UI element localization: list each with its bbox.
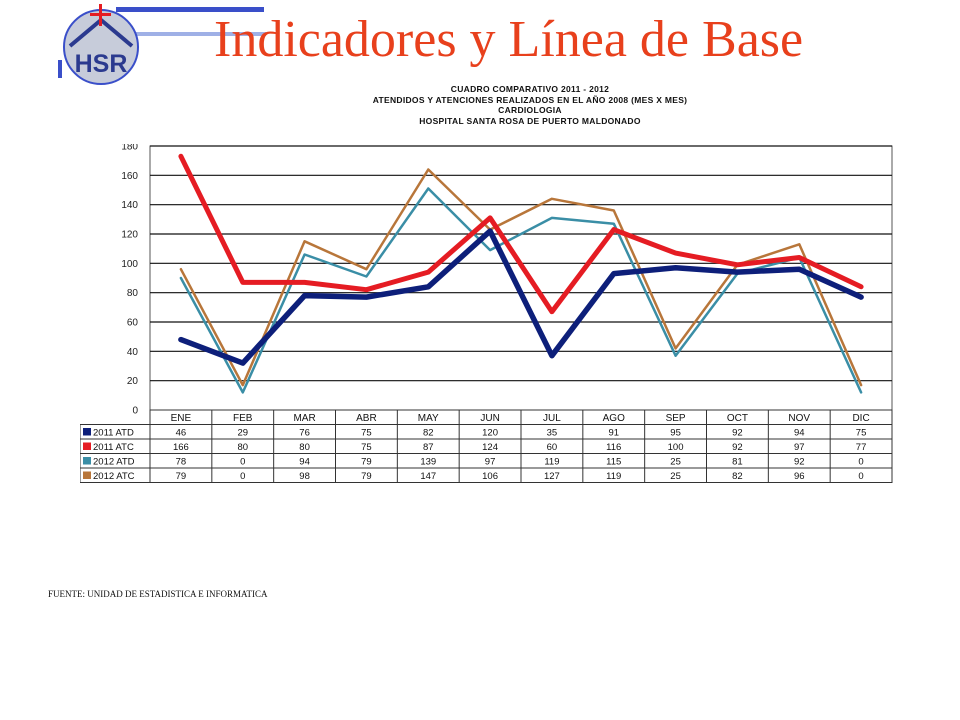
logo-text: HSR [75,50,128,78]
data-table-cell: 46 [176,428,187,439]
x-category-label: MAY [418,413,439,424]
legend-entry: 2012 ATC [93,471,135,482]
legend-entry: 2011 ATC [93,442,134,453]
chart-header-line-2: ATENDIDOS Y ATENCIONES REALIZADOS EN EL … [372,94,688,105]
data-table-cell: 98 [299,471,310,482]
data-table-cell: 139 [420,457,436,468]
data-table-cell: 77 [856,442,867,453]
data-table-cell: 96 [794,471,805,482]
data-table-cell: 29 [237,428,248,439]
data-table-cell: 75 [856,428,867,439]
data-table-cell: 80 [299,442,310,453]
data-table-cell: 0 [858,471,863,482]
data-table-cell: 78 [176,457,187,468]
y-tick-label: 0 [132,406,138,417]
logo-cross-horizontal [90,13,111,16]
data-table-cell: 147 [420,471,436,482]
data-table-cell: 0 [240,471,245,482]
data-table-cell: 94 [299,457,310,468]
data-table-cell: 75 [361,442,372,453]
x-category-label: OCT [727,413,748,424]
chart-header-line-1: CUADRO COMPARATIVO 2011 - 2012 [450,84,610,94]
data-table-cell: 25 [670,471,681,482]
data-table-cell: 79 [176,471,187,482]
y-tick-label: 140 [121,200,138,211]
line-chart-with-data-table: 0 20 40 60 80 100 120 140 160 180 ENE FEB MAR ABR MAY J… [80,144,893,483]
x-category-label: MAR [293,413,315,424]
data-table-cell: 92 [794,457,805,468]
slide-title: Indicadores y Línea de Base [214,11,804,68]
legend-swatch [83,457,91,465]
data-table-cell: 80 [237,442,248,453]
x-category-label: AGO [603,413,625,424]
y-tick-label: 120 [121,230,138,241]
x-category-label: JUL [543,413,561,424]
data-table-cell: 94 [794,428,805,439]
legend-swatch [83,471,91,479]
source-note: FUENTE: UNIDAD DE ESTADISTICA E INFORMAT… [48,589,268,599]
data-table-cell: 97 [794,442,805,453]
data-table-cell: 120 [482,428,498,439]
y-tick-label: 160 [121,171,138,182]
data-table-cell: 115 [606,457,621,468]
data-table-cell: 119 [544,457,559,468]
x-category-label: FEB [233,413,253,424]
data-table-cell: 0 [240,457,245,468]
data-table-cell: 35 [547,428,558,439]
data-table-cell: 91 [608,428,619,439]
data-table-cell: 79 [361,457,372,468]
logo-bar-mid [136,32,266,36]
y-tick-label: 180 [121,144,138,153]
series-line-2011-atc [178,153,864,315]
data-table-cell: 79 [361,471,372,482]
y-tick-label: 20 [127,376,139,387]
chart-header-line-3: CARDIOLOGIA [498,105,562,115]
data-table-cell: 60 [547,442,558,453]
y-tick-label: 80 [127,288,139,299]
hospital-logo: HSR [58,4,266,85]
chart-header: CUADRO COMPARATIVO 2011 - 2012 ATENDIDOS… [300,84,760,126]
data-table-cell: 166 [173,442,189,453]
series-line-2011-atd [178,228,864,366]
legend-swatch [83,428,91,436]
plot-area [149,145,893,411]
data-table-cell: 82 [423,428,434,439]
data-table-cell: 119 [606,471,621,482]
data-table-cell: 82 [732,471,743,482]
data-table-cell: 92 [732,428,743,439]
data-table-cell: 116 [606,442,621,453]
legend-entry: 2011 ATD [93,428,134,439]
chart-header-line-4: HOSPITAL SANTA ROSA DE PUERTO MALDONADO [419,115,641,126]
x-category-label: DIC [852,413,869,424]
data-table-cell: 75 [361,428,372,439]
data-table-cell: 87 [423,442,434,453]
data-table-cell: 106 [482,471,498,482]
y-tick-label: 100 [121,259,138,270]
data-table-cell: 81 [732,457,743,468]
logo-bar-top [116,7,264,12]
data-table-cell: 95 [670,428,681,439]
y-tick-label: 60 [127,318,139,329]
y-tick-label: 40 [127,347,139,358]
data-table-cell: 124 [482,442,498,453]
x-category-label: SEP [666,413,686,424]
data-table-cell: 97 [485,457,496,468]
data-table-cell: 100 [668,442,684,453]
data-table-cell: 92 [732,442,743,453]
legend-entry: 2012 ATD [93,457,135,468]
legend-swatch [83,442,91,450]
logo-bar-left [58,60,62,78]
x-category-label: NOV [788,413,810,424]
data-table-cell: 25 [670,457,681,468]
data-table-cell: 76 [299,428,310,439]
x-category-label: ABR [356,413,377,424]
x-category-label: ENE [171,413,192,424]
data-table-cell: 0 [858,457,863,468]
data-table-cell: 127 [544,471,560,482]
x-category-label: JUN [480,413,499,424]
